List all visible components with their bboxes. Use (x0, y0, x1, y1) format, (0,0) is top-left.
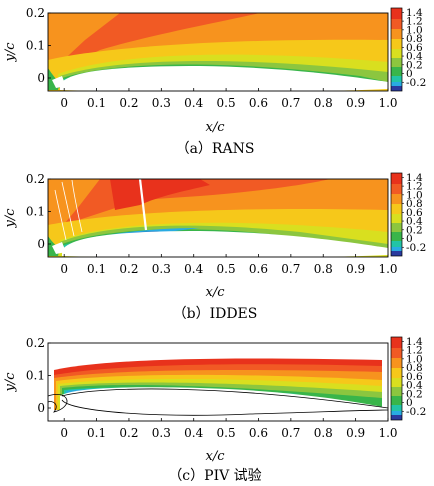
x-tick-label: 0 (60, 96, 68, 110)
contour-field-iddes (48, 179, 388, 257)
colorbar-tick-label: 0 (406, 233, 413, 245)
x-tick-label: 0.6 (249, 426, 268, 440)
y-tick-label: 0.1 (26, 205, 45, 219)
colorbar-piv (390, 336, 403, 421)
colorbar-tick-label: 1.2 (406, 181, 423, 193)
x-tick-label: 0.6 (249, 262, 268, 276)
colorbar-tick-label: 0 (406, 397, 413, 409)
colorbar-tick-label: 1.4 (406, 172, 423, 184)
x-tick-label: 0.5 (217, 426, 236, 440)
x-tick-label: 0.7 (281, 426, 300, 440)
x-tick-label: 0.5 (217, 262, 236, 276)
colorbar-tick-label: 0.4 (406, 380, 423, 392)
plot-frame-piv (47, 342, 389, 422)
contour-field-piv (48, 343, 388, 421)
y-tick-label: 0.2 (26, 336, 45, 350)
x-tick-label: 0.2 (119, 426, 138, 440)
colorbar-tick-label: 0.6 (406, 207, 423, 219)
x-tick-label: 0.4 (184, 426, 203, 440)
x-tick-label: 0.3 (152, 426, 171, 440)
colorbar-iddes (390, 172, 403, 257)
panel-rans: 1.41.21.00.80.60.40.20-0.2 0 0.1 0.2 0.3 0.4… (3, 6, 426, 157)
x-tick-label: 0.3 (152, 262, 171, 276)
y-tick-label: 0.1 (26, 369, 45, 383)
x-tick-label: 0 (60, 426, 68, 440)
x-axis-label-piv: x/c (206, 449, 226, 464)
x-axis-label-rans: x/c (206, 120, 226, 135)
colorbar-tick-label: 0.8 (406, 198, 423, 210)
plot-frame-rans (47, 12, 389, 92)
x-tick-label: 0.5 (217, 96, 236, 110)
caption-piv: （c）PIV 试验 (168, 468, 261, 484)
panel-iddes: 1.41.21.00.80.60.40.20-0.2 0 0.1 0.2 0.3 0.4… (3, 172, 426, 322)
x-tick-label: 0.7 (281, 262, 300, 276)
y-tick-label: 0.1 (26, 39, 45, 53)
caption-iddes: （b）IDDES (173, 306, 258, 322)
x-tick-label: 0.2 (119, 262, 138, 276)
contour-field-rans (48, 13, 388, 91)
y-tick-label: 0 (37, 71, 45, 85)
x-tick-label: 0.4 (184, 96, 203, 110)
x-tick-label: 0.9 (346, 262, 365, 276)
colorbar-tick-label: 0.4 (406, 51, 423, 63)
x-tick-label: 1.0 (378, 262, 397, 276)
colorbar-tick-label: 0.6 (406, 42, 423, 54)
x-tick-label: 0 (60, 262, 68, 276)
colorbar-tick-label: 0.2 (406, 59, 423, 71)
airfoil-lower-outline-piv (61, 399, 389, 416)
x-tick-label: 1.0 (378, 426, 397, 440)
panel-piv: 1.41.21.00.80.60.40.20-0.2 0 0.1 0.2 0.3 0.4… (3, 336, 426, 484)
x-tick-label: 0.6 (249, 96, 268, 110)
caption-rans: （a）RANS (176, 141, 255, 157)
x-tick-label: 0.3 (152, 96, 171, 110)
y-axis-label-rans: y/c (3, 42, 18, 63)
colorbar-tick-label: 1.2 (406, 345, 423, 357)
colorbar-tick-label: -0.2 (406, 242, 426, 254)
airfoil-upper-outline-piv (61, 388, 389, 409)
y-axis-label-piv: y/c (3, 372, 18, 393)
y-tick-label: 0.2 (26, 6, 45, 20)
x-tick-label: 1.0 (378, 96, 397, 110)
colorbar-tick-label: 1.2 (406, 16, 423, 28)
colorbar-tick-label: -0.2 (406, 77, 426, 89)
x-tick-label: 0.9 (346, 426, 365, 440)
colorbar-tick-label: 0.2 (406, 224, 423, 236)
plot-frame-iddes (47, 178, 389, 258)
x-tick-label: 0.8 (314, 426, 333, 440)
colorbar-tick-label: 0.2 (406, 388, 423, 400)
colorbar-tick-label: 1.0 (406, 353, 423, 365)
colorbar-tick-label: 0.6 (406, 371, 423, 383)
y-tick-label: 0.2 (26, 172, 45, 186)
x-tick-label: 0.9 (346, 96, 365, 110)
colorbar-tick-label: 1.0 (406, 189, 423, 201)
colorbar-tick-label: 0.8 (406, 362, 423, 374)
colorbar-tick-label: 0 (406, 68, 413, 80)
y-tick-label: 0 (37, 237, 45, 251)
x-tick-label: 0.4 (184, 262, 203, 276)
x-axis-label-iddes: x/c (206, 285, 226, 300)
colorbar-tick-label: -0.2 (406, 406, 426, 418)
y-tick-label: 0 (37, 401, 45, 415)
colorbar-tick-label: 1.4 (406, 7, 423, 19)
x-tick-label: 0.1 (87, 96, 106, 110)
leading-edge-outline-piv (47, 393, 68, 413)
x-tick-label: 0.1 (87, 426, 106, 440)
colorbar-rans (390, 7, 403, 92)
x-tick-label: 0.8 (314, 96, 333, 110)
x-tick-label: 0.8 (314, 262, 333, 276)
y-axis-label-iddes: y/c (3, 208, 18, 229)
x-tick-label: 0.2 (119, 96, 138, 110)
x-tick-label: 0.7 (281, 96, 300, 110)
colorbar-tick-label: 1.4 (406, 336, 423, 348)
colorbar-tick-label: 1.0 (406, 24, 423, 36)
colorbar-tick-label: 0.8 (406, 33, 423, 45)
colorbar-tick-label: 0.4 (406, 216, 423, 228)
x-tick-label: 0.1 (87, 262, 106, 276)
